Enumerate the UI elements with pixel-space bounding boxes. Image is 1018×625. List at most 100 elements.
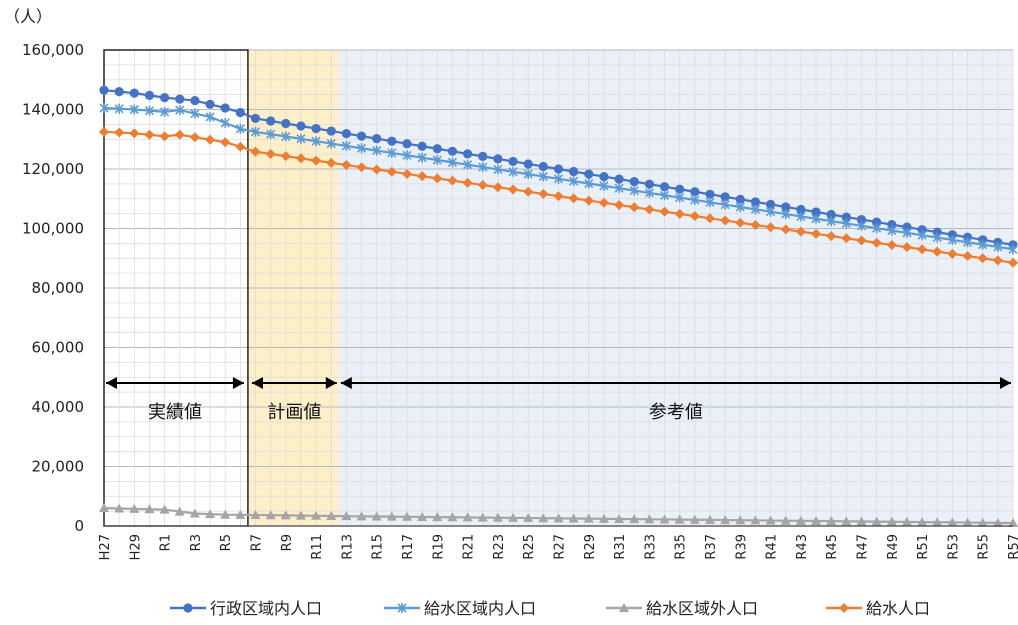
- data-point: [114, 87, 124, 97]
- data-point: [766, 199, 776, 210]
- x-tick-label: R21: [462, 534, 477, 560]
- axes: 0 20,000 40,000 60,000 80,000 100,000 120,000 1…: [22, 41, 1018, 560]
- data-point: [235, 141, 246, 152]
- data-point: [780, 515, 791, 525]
- x-tick-label: R13: [340, 534, 355, 560]
- x-tick-label: R9: [280, 534, 295, 551]
- data-point: [250, 126, 261, 137]
- legend-item: 行政区域内人口: [170, 599, 322, 618]
- data-point: [1008, 257, 1018, 268]
- data-point: [508, 184, 519, 195]
- data-point: [386, 166, 397, 177]
- data-point: [402, 168, 412, 179]
- data-point: [644, 514, 655, 524]
- data-point: [720, 192, 730, 202]
- data-point: [159, 131, 170, 142]
- data-point: [250, 113, 261, 124]
- data-point: [478, 151, 488, 161]
- data-point: [872, 217, 882, 227]
- data-point: [386, 511, 397, 521]
- data-point: [917, 517, 928, 527]
- data-point: [856, 220, 867, 231]
- data-point: [1008, 518, 1018, 528]
- data-point: [796, 211, 806, 222]
- data-point: [114, 503, 125, 513]
- data-point: [978, 239, 988, 250]
- data-point: [993, 241, 1003, 252]
- data-point: [614, 513, 625, 523]
- data-point: [311, 136, 321, 147]
- data-point: [735, 202, 745, 213]
- data-point: [644, 204, 655, 215]
- data-point: [235, 509, 246, 519]
- legend-item: 給水人口: [826, 599, 930, 618]
- data-point: [705, 189, 715, 199]
- data-point: [205, 111, 215, 122]
- data-point: [160, 93, 170, 103]
- data-point: [826, 209, 836, 220]
- data-point: [190, 108, 200, 119]
- data-point: [387, 147, 397, 158]
- data-point: [856, 235, 867, 246]
- data-point: [266, 129, 276, 140]
- data-point: [674, 208, 685, 219]
- x-tick-label: R45: [825, 534, 840, 560]
- data-point: [144, 90, 155, 100]
- data-point: [629, 202, 640, 213]
- data-point: [174, 129, 185, 140]
- data-point: [129, 128, 140, 139]
- data-point: [432, 173, 443, 184]
- data-point: [417, 141, 427, 151]
- data-point: [856, 516, 867, 526]
- data-point: [690, 194, 700, 205]
- data-point: [569, 176, 579, 187]
- legend-label: 行政区域内人口: [210, 599, 322, 618]
- data-point: [765, 515, 776, 525]
- data-point: [144, 129, 155, 140]
- data-point: [462, 177, 473, 188]
- data-point: [538, 161, 548, 172]
- data-point: [175, 105, 185, 116]
- data-point: [129, 104, 139, 115]
- data-point: [932, 517, 943, 527]
- data-point: [796, 204, 806, 215]
- data-point: [493, 164, 503, 175]
- x-tick-label: R53: [946, 534, 961, 560]
- y-unit-label: （人）: [4, 7, 52, 26]
- data-point: [99, 103, 109, 114]
- data-point: [280, 151, 291, 162]
- data-point: [508, 166, 518, 177]
- data-point: [144, 504, 155, 514]
- data-point: [356, 131, 367, 141]
- data-point: [962, 251, 973, 262]
- data-point: [675, 192, 685, 203]
- data-point: [750, 219, 761, 230]
- data-point: [887, 220, 897, 230]
- data-point: [402, 150, 412, 161]
- data-point: [508, 512, 519, 522]
- data-point: [735, 217, 746, 228]
- data-point: [886, 239, 897, 250]
- data-point: [1008, 244, 1018, 255]
- data-point: [477, 180, 488, 191]
- data-point: [311, 510, 322, 520]
- data-point: [947, 248, 958, 259]
- y-tick-label: 100,000: [22, 220, 84, 238]
- data-point: [492, 182, 503, 193]
- data-point: [962, 517, 973, 527]
- data-point: [129, 503, 140, 513]
- x-tick-label: R35: [674, 534, 689, 560]
- data-point: [235, 107, 245, 118]
- data-point: [538, 171, 548, 182]
- data-point: [629, 185, 639, 196]
- data-point: [947, 517, 958, 527]
- data-point: [811, 213, 821, 224]
- data-point: [523, 513, 534, 523]
- data-point: [856, 214, 867, 225]
- data-point: [599, 180, 609, 191]
- data-point: [917, 244, 928, 255]
- data-point: [689, 514, 700, 524]
- x-tick-label: R23: [492, 534, 507, 560]
- data-point: [735, 515, 746, 525]
- data-point: [644, 187, 654, 198]
